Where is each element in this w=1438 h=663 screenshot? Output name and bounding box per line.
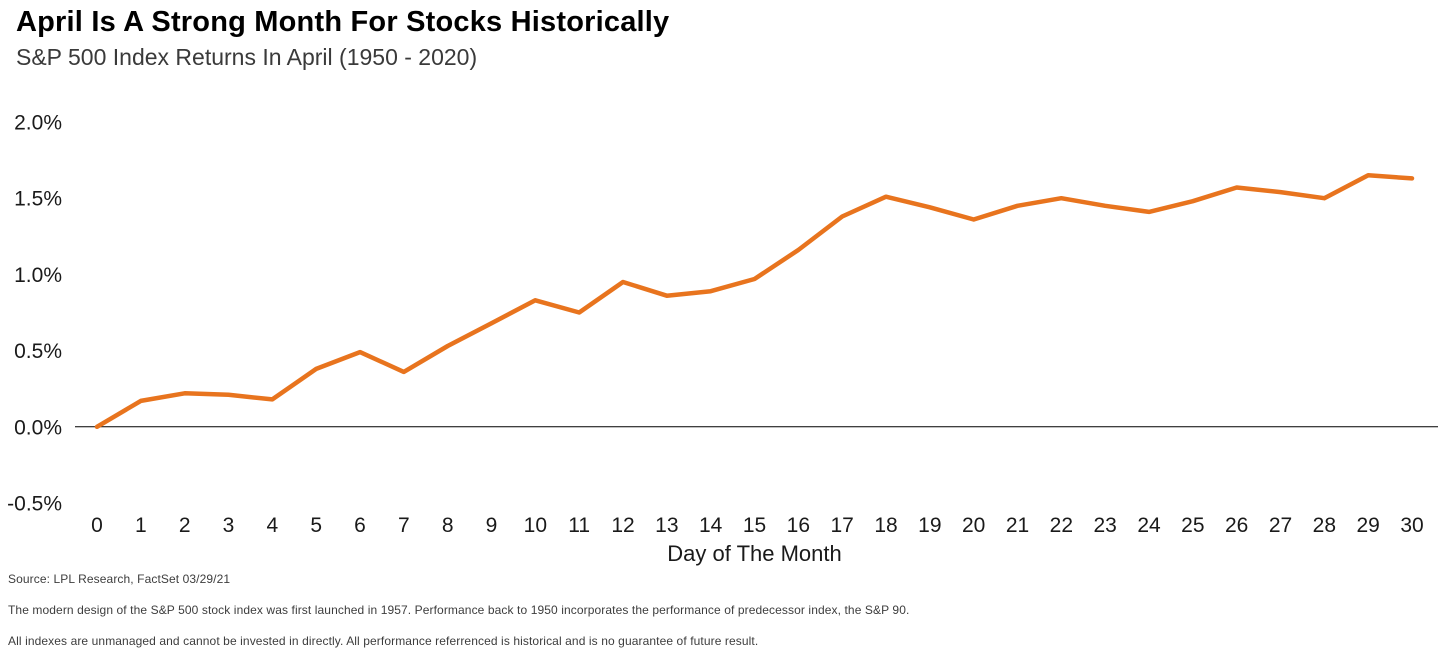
x-tick-label: 15: [743, 514, 766, 537]
x-tick-label: 22: [1050, 514, 1073, 537]
x-tick-label: 27: [1269, 514, 1292, 537]
footnote-2: All indexes are unmanaged and cannot be …: [8, 634, 759, 648]
x-tick-label: 20: [962, 514, 985, 537]
x-tick-label: 17: [830, 514, 853, 537]
y-tick-label: 1.5%: [14, 188, 62, 211]
x-tick-label: 24: [1137, 514, 1161, 537]
chart-footer: Source: LPL Research, FactSet 03/29/21 T…: [8, 572, 1428, 663]
x-tick-label: 29: [1356, 514, 1379, 537]
x-tick-label: 4: [266, 514, 278, 537]
y-tick-label: -0.5%: [7, 493, 62, 516]
x-tick-label: 16: [787, 514, 810, 537]
x-tick-label: 9: [486, 514, 498, 537]
x-tick-label: 18: [874, 514, 897, 537]
x-tick-label: 12: [611, 514, 634, 537]
y-tick-label: 0.5%: [14, 340, 62, 363]
x-tick-label: 7: [398, 514, 410, 537]
source-note: Source: LPL Research, FactSet 03/29/21: [8, 572, 231, 586]
x-tick-label: 21: [1006, 514, 1029, 537]
x-tick-label: 28: [1313, 514, 1336, 537]
x-tick-label: 30: [1400, 514, 1423, 537]
y-tick-label: 2.0%: [14, 112, 62, 135]
x-tick-label: 19: [918, 514, 941, 537]
x-tick-label: 8: [442, 514, 454, 537]
x-tick-label: 5: [310, 514, 322, 537]
x-tick-label: 3: [223, 514, 235, 537]
chart-subtitle: S&P 500 Index Returns In April (1950 - 2…: [16, 44, 478, 70]
x-tick-label: 1: [135, 514, 147, 537]
footnote-1: The modern design of the S&P 500 stock i…: [8, 603, 910, 617]
x-tick-label: 14: [699, 514, 723, 537]
x-axis-title: Day of The Month: [667, 541, 842, 566]
x-tick-label: 6: [354, 514, 366, 537]
x-tick-label: 10: [524, 514, 547, 537]
x-tick-label: 13: [655, 514, 678, 537]
y-tick-label: 0.0%: [14, 416, 62, 439]
x-tick-label: 25: [1181, 514, 1204, 537]
chart-title: April Is A Strong Month For Stocks Histo…: [16, 6, 670, 38]
x-tick-label: 2: [179, 514, 191, 537]
x-tick-label: 11: [568, 514, 590, 537]
y-tick-label: 1.0%: [14, 264, 62, 287]
x-tick-label: 26: [1225, 514, 1248, 537]
x-tick-label: 0: [91, 514, 103, 537]
series-line: [94, 173, 1415, 430]
x-tick-label: 23: [1093, 514, 1116, 537]
